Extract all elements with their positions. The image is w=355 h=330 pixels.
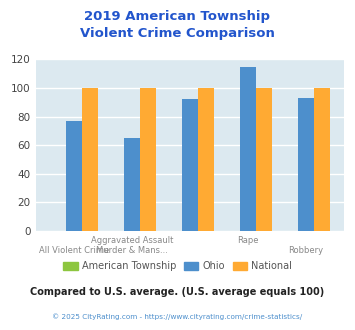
Text: 2019 American Township
Violent Crime Comparison: 2019 American Township Violent Crime Com…	[80, 10, 275, 40]
Text: All Violent Crime: All Violent Crime	[39, 246, 109, 255]
Bar	[66, 121, 82, 231]
Bar	[314, 88, 330, 231]
Text: Rape: Rape	[237, 236, 259, 245]
Bar	[256, 88, 272, 231]
Bar	[298, 98, 314, 231]
Bar	[82, 88, 98, 231]
Text: © 2025 CityRating.com - https://www.cityrating.com/crime-statistics/: © 2025 CityRating.com - https://www.city…	[53, 314, 302, 320]
Bar	[140, 88, 156, 231]
Text: Robbery: Robbery	[288, 246, 323, 255]
Bar	[124, 138, 140, 231]
Legend: American Township, Ohio, National: American Township, Ohio, National	[59, 257, 296, 275]
Bar	[240, 67, 256, 231]
Text: Murder & Mans...: Murder & Mans...	[96, 246, 168, 255]
Text: Aggravated Assault: Aggravated Assault	[91, 236, 173, 245]
Text: Compared to U.S. average. (U.S. average equals 100): Compared to U.S. average. (U.S. average …	[31, 287, 324, 297]
Bar	[182, 99, 198, 231]
Bar	[198, 88, 214, 231]
